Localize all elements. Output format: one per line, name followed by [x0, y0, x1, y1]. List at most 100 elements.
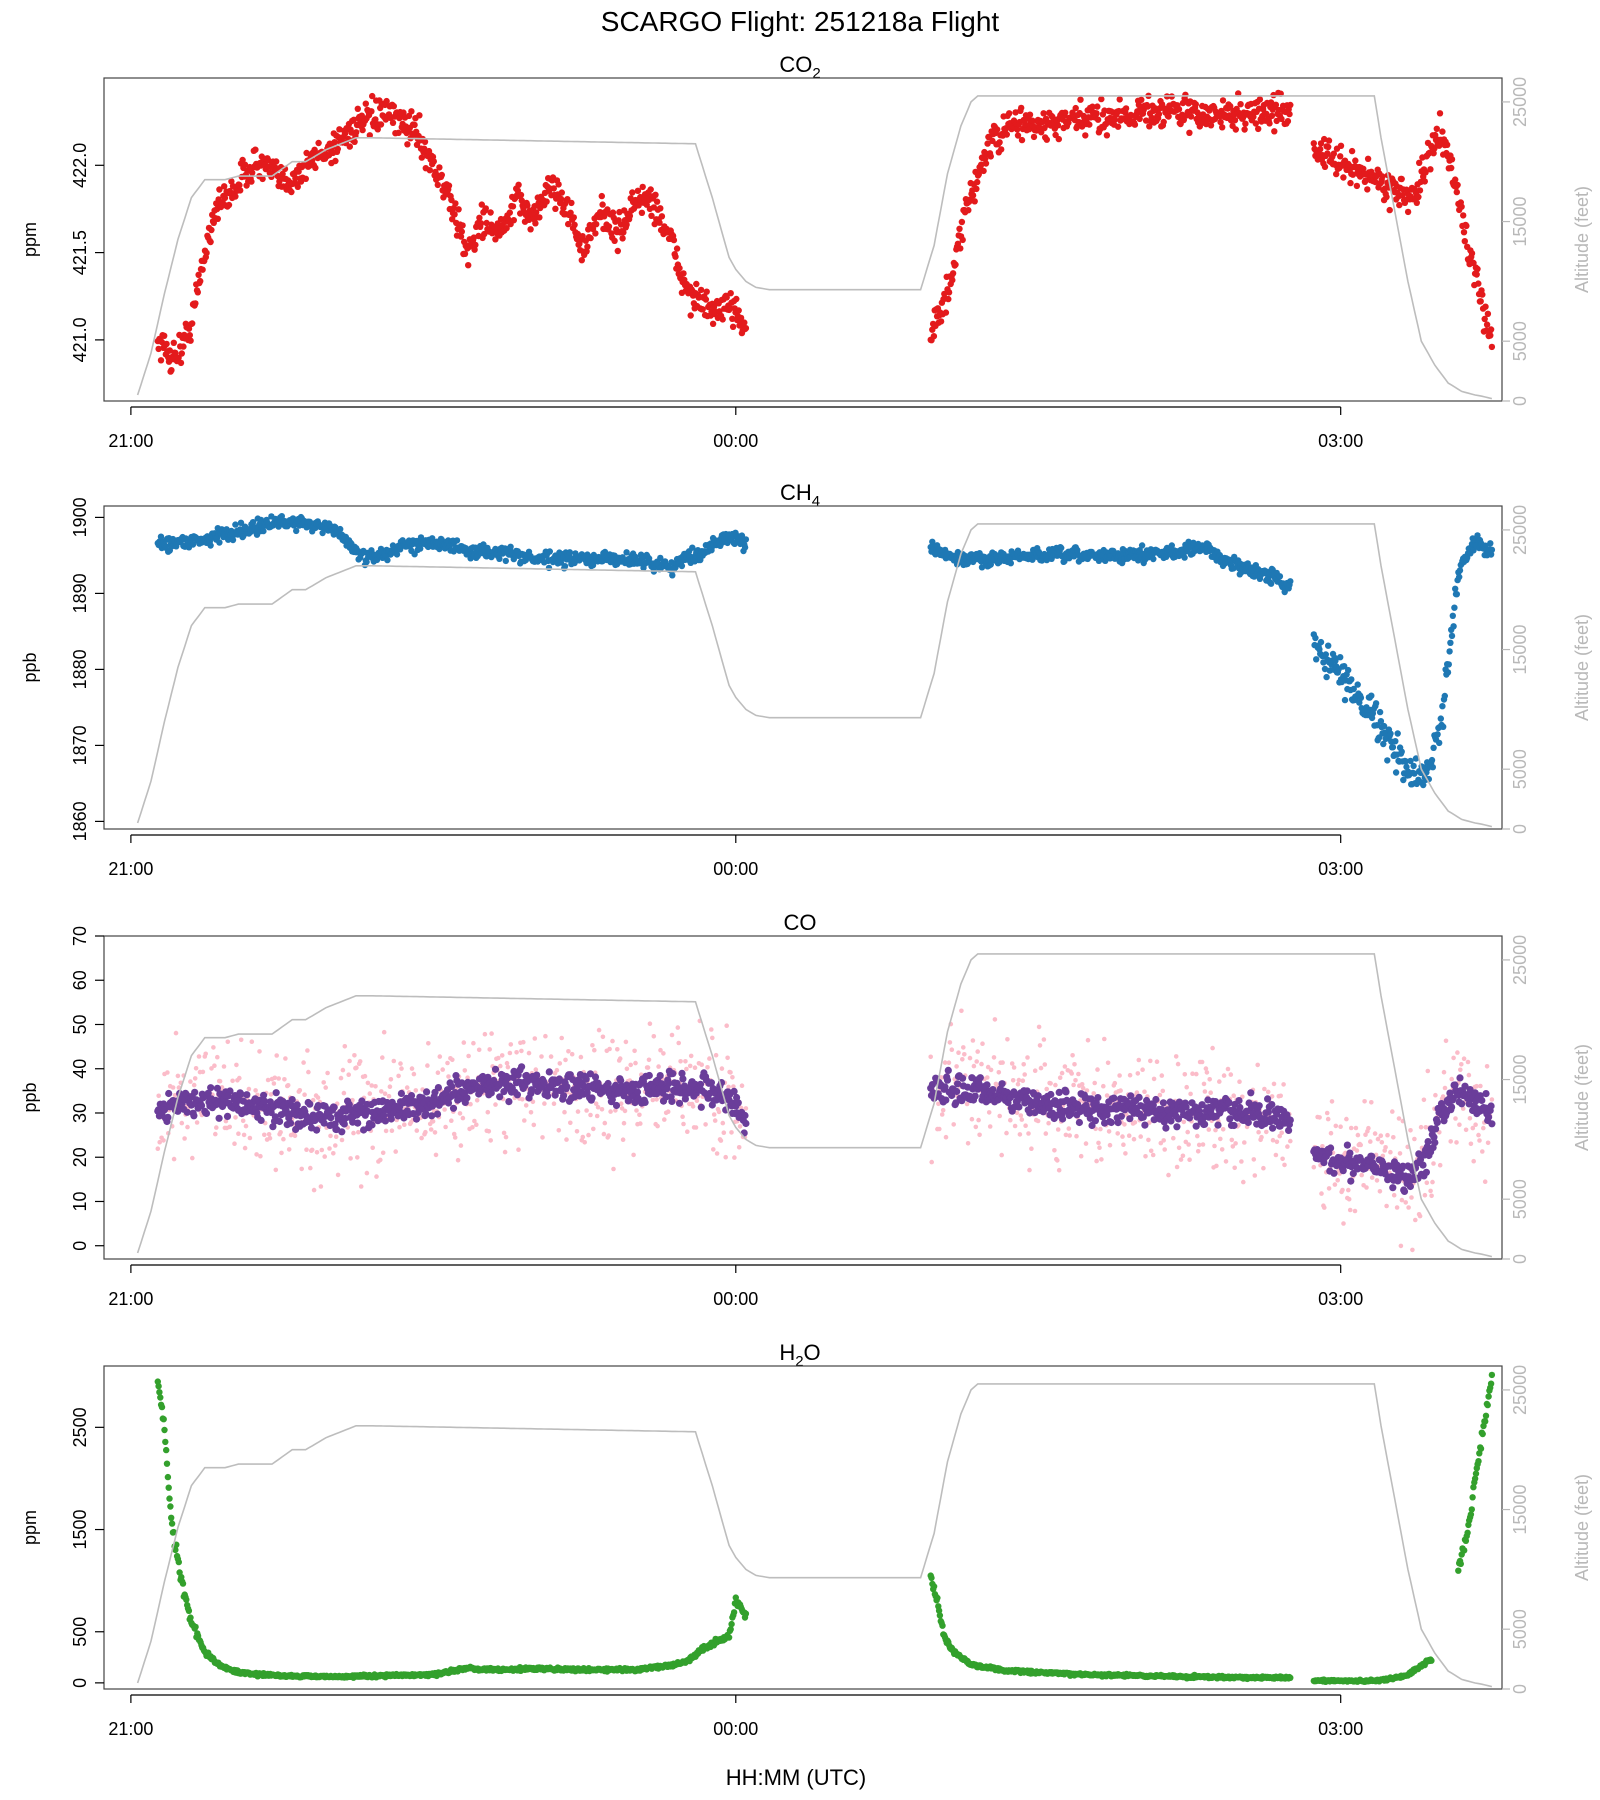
- data-point: [1385, 1132, 1390, 1138]
- data-point: [609, 209, 617, 216]
- altitude-tick-label: 15000: [1510, 625, 1530, 675]
- data-point: [532, 220, 539, 227]
- data-point: [601, 1131, 607, 1137]
- data-point: [550, 185, 557, 192]
- data-point: [1103, 132, 1111, 139]
- data-point: [1266, 120, 1273, 127]
- data-point: [1369, 1175, 1375, 1180]
- data-point: [742, 325, 750, 332]
- data-point: [965, 1141, 971, 1146]
- data-point: [1468, 1141, 1474, 1147]
- data-point: [1057, 1075, 1063, 1080]
- data-point: [709, 1027, 714, 1032]
- data-point: [1107, 1142, 1113, 1148]
- data-point: [1025, 1055, 1030, 1060]
- data-point: [574, 230, 581, 238]
- data-point: [527, 226, 534, 233]
- y-axis-label: ppm: [20, 222, 40, 257]
- data-point: [1388, 1149, 1393, 1155]
- data-point: [1466, 1072, 1472, 1078]
- data-point: [419, 1135, 424, 1141]
- data-point: [1485, 1140, 1491, 1146]
- data-point: [647, 1021, 653, 1026]
- data-point: [1429, 1193, 1434, 1199]
- data-point: [1026, 1131, 1031, 1136]
- data-point: [967, 1055, 973, 1061]
- data-point: [337, 525, 344, 533]
- data-point: [687, 1063, 693, 1069]
- data-point: [623, 1039, 629, 1045]
- data-point: [323, 1085, 329, 1090]
- data-point: [1161, 1138, 1166, 1143]
- data-point: [1083, 1141, 1089, 1146]
- data-point: [1054, 122, 1062, 129]
- y-tick-label: 1890: [70, 573, 90, 613]
- data-point: [1484, 310, 1492, 317]
- data-point: [333, 1134, 339, 1139]
- data-point: [1284, 118, 1292, 125]
- data-point: [997, 1113, 1002, 1119]
- data-point: [335, 1172, 341, 1178]
- data-point: [586, 1132, 591, 1138]
- data-point: [362, 100, 369, 107]
- data-point: [557, 1061, 563, 1066]
- data-point: [1098, 95, 1105, 103]
- data-point: [724, 1023, 729, 1028]
- data-point: [1481, 315, 1488, 323]
- data-point: [592, 230, 599, 237]
- data-point: [1337, 153, 1344, 160]
- data-point: [1200, 1142, 1206, 1147]
- y-tick-label: 1860: [70, 801, 90, 841]
- data-point: [1384, 1203, 1389, 1209]
- data-point: [1186, 129, 1193, 136]
- data-point: [546, 548, 553, 555]
- data-point: [243, 1123, 249, 1129]
- x-axis: 21:00 00:00 03:00: [108, 406, 1363, 451]
- data-point: [397, 1124, 402, 1130]
- data-point: [953, 1087, 961, 1096]
- data-point: [1086, 121, 1093, 128]
- data-point: [1452, 176, 1459, 183]
- data-point: [1138, 1134, 1143, 1139]
- data-point: [669, 572, 676, 579]
- data-point: [675, 1099, 684, 1107]
- data-point: [1048, 1081, 1053, 1086]
- data-point: [679, 1075, 687, 1083]
- data-point: [1376, 708, 1384, 716]
- data-point: [1062, 109, 1069, 116]
- data-point: [517, 191, 525, 199]
- data-point: [389, 119, 397, 127]
- data-point: [1232, 126, 1240, 133]
- data-point: [1185, 1129, 1190, 1135]
- data-point: [1252, 120, 1260, 127]
- data-point: [463, 1094, 471, 1102]
- data-point: [327, 1114, 335, 1122]
- data-point: [1165, 113, 1172, 120]
- data-point: [1017, 1132, 1023, 1137]
- data-point: [661, 1051, 666, 1056]
- data-point: [212, 1063, 217, 1068]
- chart-panels: CO2421.0421.5422.0ppm050001500025000Alti…: [20, 52, 1592, 1739]
- data-point: [483, 219, 490, 227]
- data-point: [1445, 661, 1453, 668]
- y-tick-label: 1870: [70, 725, 90, 765]
- data-point: [354, 105, 361, 113]
- data-point: [1018, 1113, 1024, 1118]
- data-point: [1007, 560, 1014, 567]
- data-point: [592, 1047, 597, 1053]
- data-point: [421, 138, 429, 145]
- data-point: [998, 1080, 1006, 1088]
- data-point: [170, 1085, 176, 1090]
- data-point: [980, 1041, 985, 1046]
- data-point: [974, 1059, 979, 1064]
- data-point: [458, 228, 465, 235]
- data-point: [1347, 179, 1354, 187]
- data-point: [177, 359, 185, 367]
- data-point: [1174, 1164, 1180, 1170]
- data-point: [1378, 1133, 1384, 1138]
- data-point: [188, 1079, 193, 1084]
- data-point: [719, 1066, 725, 1071]
- data-point: [452, 1135, 458, 1140]
- data-point: [514, 187, 521, 194]
- data-point: [458, 1143, 464, 1148]
